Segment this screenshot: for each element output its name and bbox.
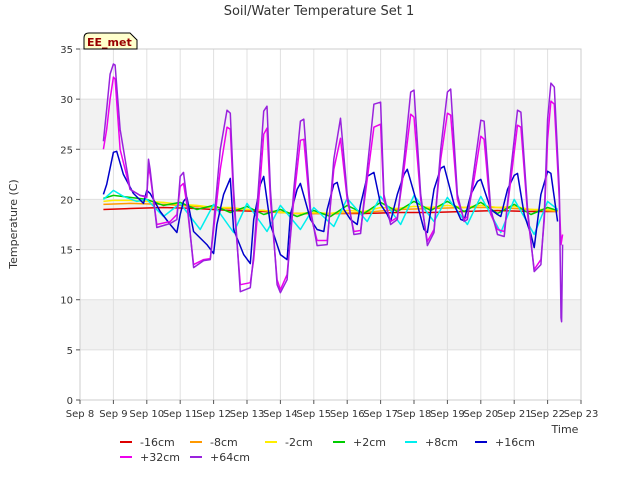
x-tick-label: Sep 11 xyxy=(163,409,198,420)
x-tick-label: Sep 13 xyxy=(230,409,265,420)
site-label-box: EE_met xyxy=(83,32,138,50)
legend-label: +2cm xyxy=(353,436,386,449)
x-tick-label: Sep 15 xyxy=(296,409,331,420)
y-tick-label: 0 xyxy=(67,396,73,407)
y-tick-label: 20 xyxy=(60,195,73,206)
y-axis: 0 5 10 15 20 25 30 35 xyxy=(60,45,80,407)
x-tick-label: Sep 10 xyxy=(129,409,164,420)
legend: -16cm -8cm -2cm +2cm +8cm +16cm +32cm +64cm xyxy=(120,436,535,464)
y-axis-label: Temperature (C) xyxy=(7,179,20,269)
series-line-8cm xyxy=(102,189,559,236)
x-tick-label: Sep 23 xyxy=(564,409,599,420)
x-tick-label: Sep 21 xyxy=(497,409,532,420)
x-tick-label: Sep 12 xyxy=(196,409,231,420)
series-lines xyxy=(102,63,564,323)
y-tick-label: 35 xyxy=(60,45,73,56)
y-tick-label: 10 xyxy=(60,296,73,307)
y-tick-label: 25 xyxy=(60,145,73,156)
series-line-16cm xyxy=(102,150,559,265)
x-tick-label: Sep 8 xyxy=(66,409,94,420)
plot-frame xyxy=(79,48,582,401)
x-axis-label: Time xyxy=(551,423,579,436)
x-tick-label: Sep 9 xyxy=(99,409,127,420)
legend-label: -16cm xyxy=(140,436,175,449)
legend-label: +8cm xyxy=(425,436,458,449)
x-tick-label: Sep 17 xyxy=(363,409,398,420)
legend-label: -8cm xyxy=(210,436,238,449)
plot-band xyxy=(80,299,581,350)
legend-label: -2cm xyxy=(285,436,313,449)
y-tick-label: 15 xyxy=(60,246,73,257)
legend-label: +64cm xyxy=(210,451,250,464)
plot-band xyxy=(80,99,581,150)
x-tick-label: Sep 18 xyxy=(397,409,432,420)
legend-label: +16cm xyxy=(495,436,535,449)
x-tick-label: Sep 22 xyxy=(530,409,565,420)
y-tick-label: 30 xyxy=(60,95,73,106)
x-tick-label: Sep 19 xyxy=(430,409,465,420)
x-tick-label: Sep 20 xyxy=(463,409,498,420)
legend-label: +32cm xyxy=(140,451,180,464)
y-tick-label: 5 xyxy=(67,346,73,357)
x-tick-label: Sep 14 xyxy=(263,409,298,420)
chart-title: Soil/Water Temperature Set 1 xyxy=(224,4,415,19)
series-line-64cm xyxy=(102,63,564,323)
site-label: EE_met xyxy=(87,36,132,49)
x-tick-label: Sep 16 xyxy=(330,409,365,420)
